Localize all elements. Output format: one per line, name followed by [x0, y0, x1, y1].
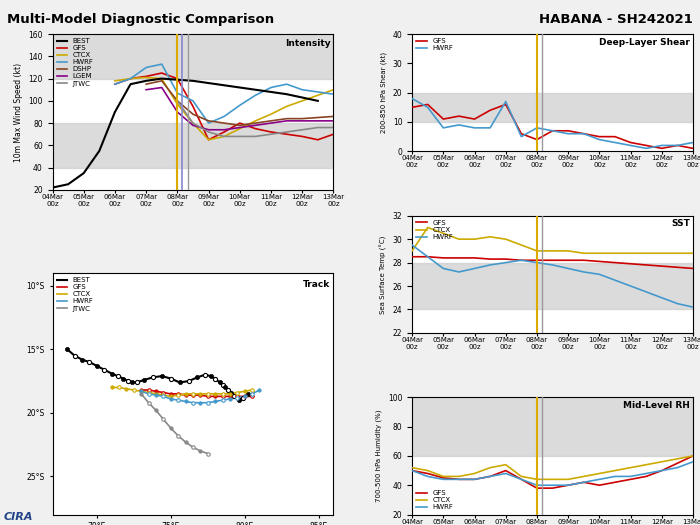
- Text: CIRA: CIRA: [4, 512, 33, 522]
- Text: HABANA - SH242021: HABANA - SH242021: [539, 13, 693, 26]
- Bar: [412, 93, 693, 122]
- Y-axis label: 10m Max Wind Speed (kt): 10m Max Wind Speed (kt): [14, 62, 22, 162]
- Bar: [52, 123, 333, 167]
- Legend: GFS, HWRF: GFS, HWRF: [416, 38, 454, 52]
- Legend: GFS, CTCX, HWRF: GFS, CTCX, HWRF: [416, 489, 454, 511]
- Legend: GFS, CTCX, HWRF: GFS, CTCX, HWRF: [416, 219, 454, 240]
- Bar: [52, 34, 333, 79]
- Text: Intensity: Intensity: [285, 39, 330, 48]
- Bar: [412, 262, 693, 309]
- Y-axis label: 700-500 hPa Humidity (%): 700-500 hPa Humidity (%): [376, 410, 382, 502]
- Text: Mid-Level RH: Mid-Level RH: [623, 401, 690, 410]
- Y-axis label: 200-850 hPa Shear (kt): 200-850 hPa Shear (kt): [381, 52, 387, 133]
- Y-axis label: Sea Surface Temp (°C): Sea Surface Temp (°C): [380, 235, 387, 313]
- Text: Track: Track: [303, 280, 330, 289]
- Bar: [412, 397, 693, 456]
- Legend: BEST, GFS, CTCX, HWRF, DSHP, LGEM, JTWC: BEST, GFS, CTCX, HWRF, DSHP, LGEM, JTWC: [56, 38, 94, 87]
- Text: SST: SST: [671, 219, 690, 228]
- Legend: BEST, GFS, CTCX, HWRF, JTWC: BEST, GFS, CTCX, HWRF, JTWC: [56, 277, 94, 312]
- Text: Deep-Layer Shear: Deep-Layer Shear: [599, 38, 690, 47]
- Text: Multi-Model Diagnostic Comparison: Multi-Model Diagnostic Comparison: [7, 13, 274, 26]
